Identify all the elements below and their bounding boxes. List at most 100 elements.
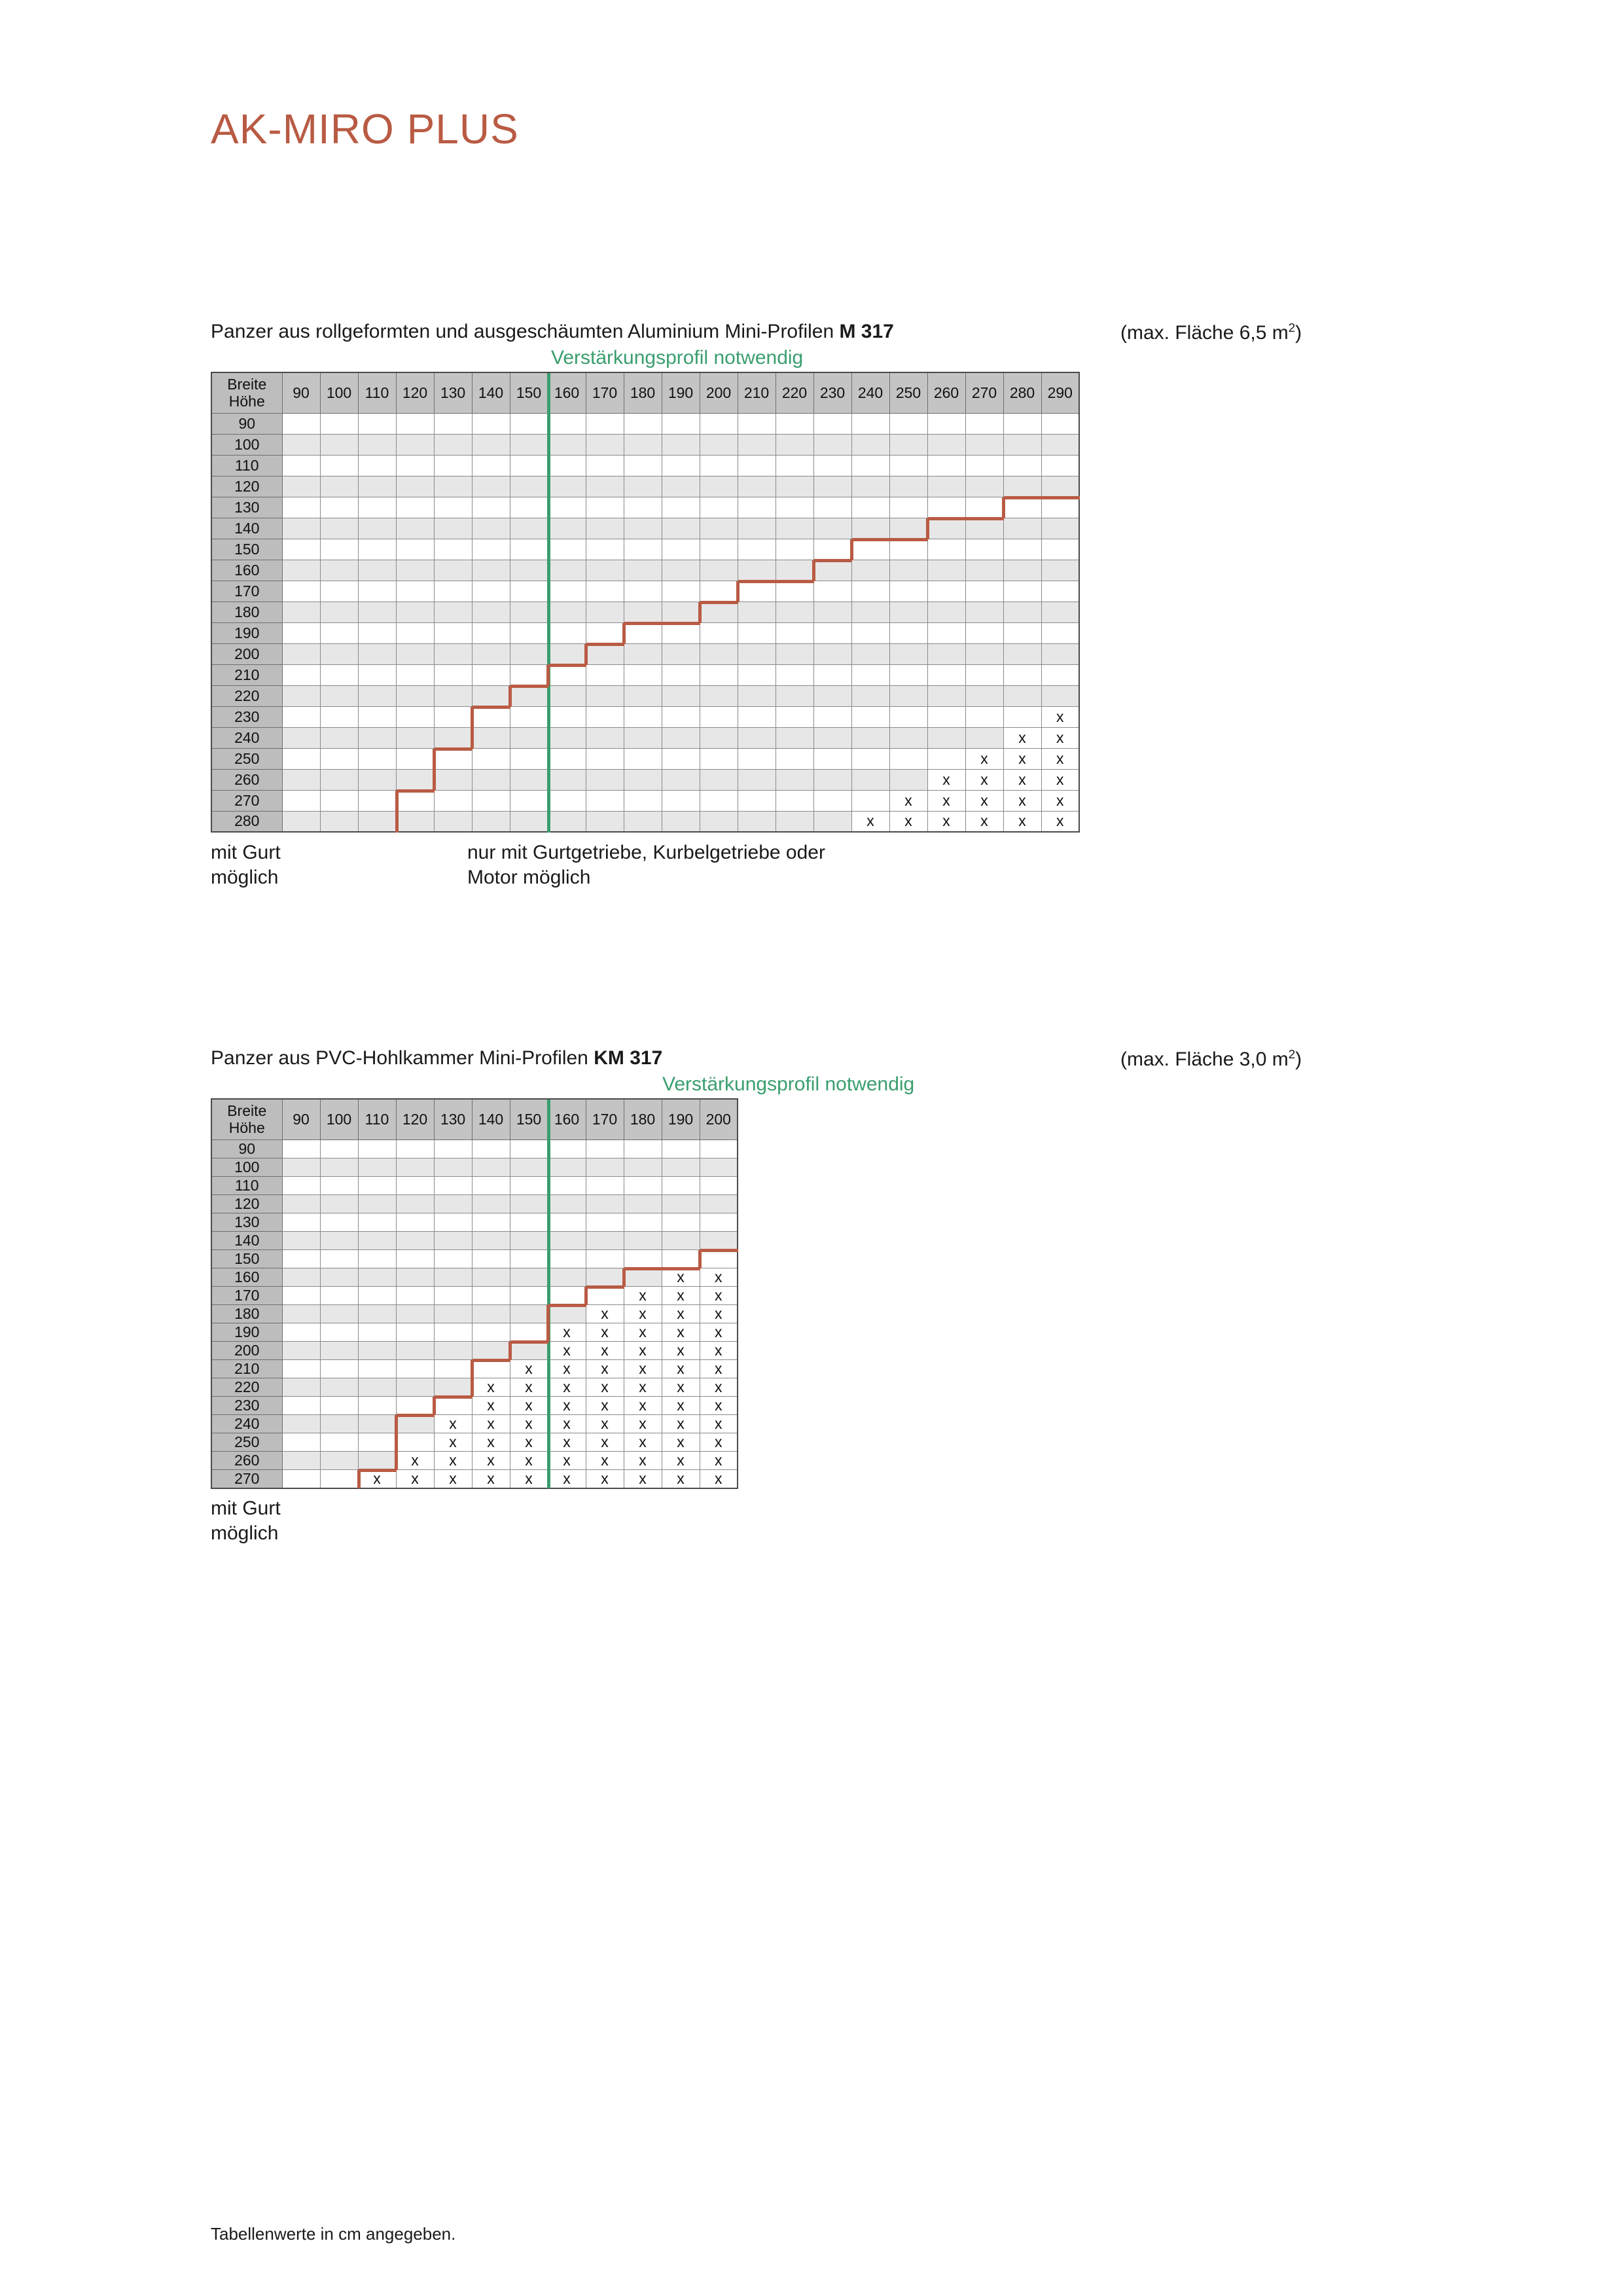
column-header-180: 180 (623, 1098, 662, 1140)
matrix-cell-260-160 (547, 768, 586, 791)
legend-mit-gurt: mit Gurt möglich (211, 842, 281, 889)
matrix-cell-280-140 (471, 810, 510, 833)
matrix-cell-150-290 (1041, 538, 1080, 560)
matrix-cell-120-190 (661, 1194, 700, 1213)
matrix-cell-280-210 (737, 810, 776, 833)
matrix-cell-210-120 (395, 1359, 435, 1378)
matrix-cell-270-260: x (927, 789, 966, 812)
matrix-cell-170-120 (395, 580, 435, 602)
matrix-cell-160-140 (471, 1267, 510, 1287)
matrix-cell-190-220 (775, 622, 814, 644)
matrix-cell-150-100 (319, 1249, 359, 1268)
matrix-cell-160-160 (547, 559, 586, 581)
matrix-cell-260-190 (661, 768, 700, 791)
matrix-cell-150-240 (851, 538, 890, 560)
matrix-cell-130-120 (395, 496, 435, 518)
matrix-cell-90-250 (889, 412, 928, 435)
matrix-cell-220-150 (509, 685, 548, 707)
matrix-cell-150-170 (585, 538, 624, 560)
matrix-cell-280-260: x (927, 810, 966, 833)
column-header-250: 250 (889, 372, 928, 414)
matrix-cell-260-130: x (433, 1450, 473, 1470)
matrix-cell-270-110 (357, 789, 397, 812)
matrix-cell-280-290: x (1041, 810, 1080, 833)
row-header-90: 90 (211, 1139, 283, 1158)
matrix-cell-250-180 (623, 747, 662, 770)
matrix-cell-220-110 (357, 685, 397, 707)
column-header-170: 170 (585, 372, 624, 414)
matrix-cell-220-280 (1003, 685, 1042, 707)
matrix-cell-110-250 (889, 454, 928, 476)
matrix-cell-230-200: x (699, 1395, 738, 1415)
matrix-cell-180-200: x (699, 1304, 738, 1323)
matrix-cell-200-220 (775, 643, 814, 665)
matrix-cell-180-200 (699, 601, 738, 623)
matrix-cell-140-190 (661, 517, 700, 539)
matrix-cell-100-290 (1041, 433, 1080, 456)
matrix-cell-140-290 (1041, 517, 1080, 539)
matrix-cell-130-280 (1003, 496, 1042, 518)
matrix-cell-200-130 (433, 1340, 473, 1360)
corner-label-hoehe: Höhe (228, 1119, 265, 1137)
matrix-cell-100-110 (357, 1157, 397, 1177)
matrix-cell-160-120 (395, 559, 435, 581)
matrix-cell-160-230 (813, 559, 852, 581)
matrix-cell-100-150 (509, 433, 548, 456)
matrix-cell-210-250 (889, 664, 928, 686)
column-header-150: 150 (509, 372, 548, 414)
matrix-cell-230-210 (737, 706, 776, 728)
matrix-cell-120-190 (661, 475, 700, 497)
matrix-cell-90-170 (585, 1139, 624, 1158)
matrix-cell-100-90 (281, 433, 321, 456)
matrix-cell-130-160 (547, 1212, 586, 1232)
matrix-cell-230-100 (319, 706, 359, 728)
matrix-cell-220-100 (319, 685, 359, 707)
matrix-cell-160-90 (281, 559, 321, 581)
matrix-cell-180-160 (547, 1304, 586, 1323)
matrix-cell-160-270 (965, 559, 1004, 581)
row-header-100: 100 (211, 1157, 283, 1177)
matrix-cell-230-250 (889, 706, 928, 728)
matrix-cell-130-240 (851, 496, 890, 518)
matrix-cell-190-110 (357, 622, 397, 644)
matrix-cell-200-290 (1041, 643, 1080, 665)
matrix-cell-140-200 (699, 517, 738, 539)
matrix-cell-110-100 (319, 1175, 359, 1195)
row-header-170: 170 (211, 1285, 283, 1305)
matrix-cell-120-130 (433, 475, 473, 497)
column-header-260: 260 (927, 372, 966, 414)
matrix-cell-180-130 (433, 601, 473, 623)
matrix-cell-110-130 (433, 454, 473, 476)
section-aluminium-m317: Panzer aus rollgeformten und ausgeschäum… (211, 321, 1363, 888)
matrix-cell-200-180 (623, 643, 662, 665)
matrix-cell-170-230 (813, 580, 852, 602)
row-header-140: 140 (211, 517, 283, 539)
matrix-cell-220-90 (281, 685, 321, 707)
matrix-cell-170-170 (585, 580, 624, 602)
matrix-cell-240-100 (319, 726, 359, 749)
matrix-cell-260-140 (471, 768, 510, 791)
matrix-cell-120-260 (927, 475, 966, 497)
matrix-cell-220-130 (433, 685, 473, 707)
matrix-cell-220-200: x (699, 1377, 738, 1397)
matrix-cell-220-120 (395, 685, 435, 707)
max-area-suffix: ) (1295, 1049, 1302, 1070)
matrix-cell-260-100 (319, 768, 359, 791)
matrix-cell-230-160 (547, 706, 586, 728)
matrix-cell-230-90 (281, 706, 321, 728)
column-header-110: 110 (357, 1098, 397, 1140)
matrix-cell-240-250 (889, 726, 928, 749)
matrix-cell-90-190 (661, 1139, 700, 1158)
matrix-cell-200-140 (471, 1340, 510, 1360)
matrix-cell-240-130 (433, 726, 473, 749)
matrix-cell-270-190 (661, 789, 700, 812)
matrix-cell-240-280: x (1003, 726, 1042, 749)
table-row: 90 (211, 1139, 738, 1158)
table-row: 240 x x x x x x x x (211, 1414, 738, 1433)
matrix-cell-170-200 (699, 580, 738, 602)
matrix-cell-90-180 (623, 412, 662, 435)
max-area-prefix: (max. Fläche 6,5 m (1120, 322, 1289, 344)
matrix-cell-170-260 (927, 580, 966, 602)
matrix-cell-180-250 (889, 601, 928, 623)
matrix-cell-170-140 (471, 1285, 510, 1305)
